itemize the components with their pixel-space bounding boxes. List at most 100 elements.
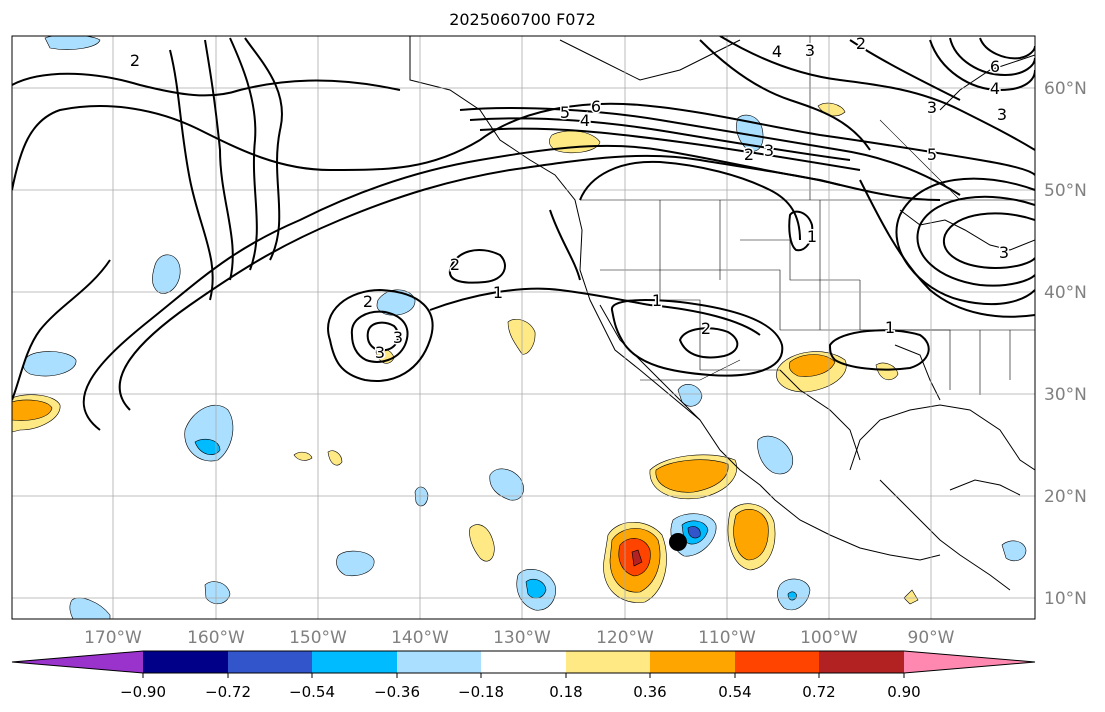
positive-anomaly-area	[788, 354, 836, 377]
contour-label: 1	[807, 227, 817, 246]
contour-line	[849, 39, 961, 101]
colorbar-tick-label: 0.36	[633, 683, 666, 701]
political-borders	[580, 36, 1035, 395]
longitude-label: 150°W	[289, 628, 347, 648]
negative-anomaly-area	[489, 468, 524, 501]
colorbar-tick-label: −0.36	[374, 683, 420, 701]
positive-anomaly-area	[293, 451, 313, 461]
contour-label: 2	[450, 255, 460, 274]
contour-label: 4	[580, 111, 590, 130]
contour-line	[699, 39, 871, 151]
negative-anomaly-area	[376, 289, 416, 316]
longitude-label: 170°W	[84, 628, 142, 648]
contour-label: 3	[999, 243, 1009, 262]
graticule	[12, 36, 1035, 619]
colorbar-segment	[312, 651, 397, 673]
colorbar-segment	[12, 651, 143, 673]
negative-anomaly-area	[184, 405, 234, 462]
latitude-label: 50°N	[1044, 181, 1087, 201]
colorbar-tick-label: 0.18	[549, 683, 582, 701]
positive-anomaly-area	[12, 399, 53, 421]
colorbar-segment	[143, 651, 228, 673]
negative-anomaly-area	[757, 435, 794, 475]
contour-line	[549, 209, 581, 281]
longitude-labels: 170°W 160°W 150°W 140°W 130°W 120°W 110°W 100°W…	[84, 628, 955, 648]
colorbar-segment	[650, 651, 735, 673]
negative-anomaly-area	[787, 591, 797, 601]
positive-anomaly-area	[631, 549, 643, 567]
contour-label: 4	[772, 42, 782, 61]
map-title: 2025060700 F072	[449, 10, 596, 29]
contour-line	[12, 102, 1035, 191]
latitude-label: 40°N	[1044, 283, 1087, 303]
negative-anomaly-area	[414, 486, 429, 507]
latitude-label: 60°N	[1044, 79, 1087, 99]
contour-line	[244, 37, 283, 261]
positive-anomaly-area	[327, 450, 343, 466]
negative-anomaly-area	[152, 254, 181, 294]
contour-label: 2	[130, 51, 140, 70]
contour-line	[788, 210, 814, 252]
contour-line	[929, 39, 1035, 92]
contour-line	[979, 37, 1035, 60]
colorbar-tick-label: −0.54	[289, 683, 335, 701]
contour-line	[169, 49, 214, 301]
positive-anomaly-area	[875, 362, 899, 380]
contour-label: 6	[990, 57, 1000, 76]
contour-line	[678, 327, 739, 359]
contour-line	[448, 249, 506, 284]
colorbar-segment	[228, 651, 312, 673]
positive-anomaly-area	[469, 524, 495, 562]
contour-line	[916, 195, 1035, 287]
colorbar-segment	[735, 651, 819, 673]
contour-line	[469, 117, 851, 161]
negative-anomaly-area	[194, 438, 221, 455]
contour-line	[12, 259, 111, 401]
contour-label: 2	[856, 34, 866, 53]
contour-label: 3	[927, 98, 937, 117]
contour-label: 3	[375, 343, 385, 362]
contour-line	[859, 179, 1035, 318]
negative-anomaly-area	[69, 597, 111, 619]
contour-line	[942, 212, 1035, 270]
contour-label: 3	[764, 141, 774, 160]
positive-anomaly-area	[903, 589, 919, 605]
positive-anomaly-area	[733, 508, 769, 561]
contour-line	[611, 299, 784, 377]
colorbar-tick-label: 0.54	[718, 683, 751, 701]
contour-label: 2	[701, 319, 711, 338]
colorbar	[11, 650, 1036, 678]
contour-line	[327, 288, 434, 382]
positive-anomaly-area	[655, 459, 729, 493]
contour-label: 3	[997, 105, 1007, 124]
contour-line	[429, 287, 761, 336]
contour-line	[118, 154, 841, 411]
contour-label: 2	[744, 145, 754, 164]
contour-label: 5	[927, 145, 937, 164]
contour-line	[479, 127, 861, 171]
contour-line	[579, 160, 801, 241]
contour-line	[366, 321, 400, 352]
colorbar-tick-label: −0.90	[120, 683, 166, 701]
latitude-labels: 60°N 50°N 40°N 30°N 20°N 10°N	[1044, 79, 1087, 609]
colorbar-segment	[819, 651, 904, 673]
longitude-label: 130°W	[493, 628, 551, 648]
latitude-label: 20°N	[1044, 487, 1087, 507]
location-marker	[669, 533, 687, 551]
colorbar-tick-label: −0.72	[205, 683, 251, 701]
contour-label: 5	[560, 103, 570, 122]
colorbar-segment	[481, 651, 566, 673]
longitude-label: 140°W	[391, 628, 449, 648]
colorbar-segment	[566, 651, 650, 673]
negative-anomaly-area	[1001, 540, 1027, 562]
longitude-label: 120°W	[596, 628, 654, 648]
contour-label: 2	[363, 292, 373, 311]
contour-label: 3	[805, 41, 815, 60]
negative-anomaly-area	[525, 578, 547, 599]
longitude-label: 90°W	[908, 628, 955, 648]
longitude-label: 110°W	[698, 628, 756, 648]
contour-line	[350, 310, 409, 363]
contour-line	[949, 37, 1035, 77]
